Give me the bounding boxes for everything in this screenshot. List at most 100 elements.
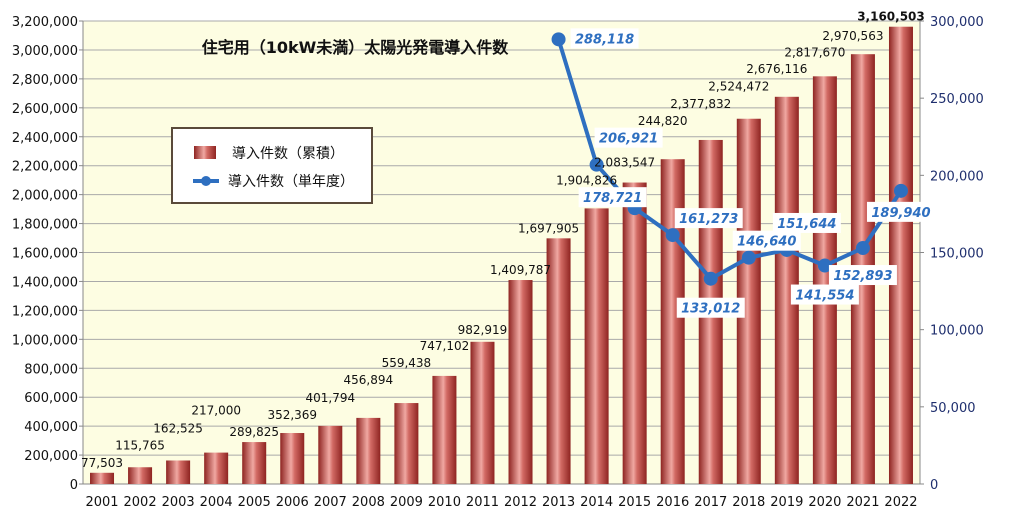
line-data-label: 178,721	[583, 191, 642, 206]
right-tick-label: 200,000	[930, 169, 984, 184]
line-data-label: 141,554	[795, 289, 854, 304]
bar-data-label: 2,817,670	[784, 45, 845, 59]
x-tick-label: 2016	[656, 495, 689, 510]
line-series	[556, 38, 903, 282]
line-label-box	[578, 187, 647, 208]
bar-data-label: 115,765	[115, 438, 165, 452]
x-tick-label: 2013	[542, 495, 575, 510]
x-tick-label: 2003	[162, 495, 195, 510]
line-point-2013	[551, 32, 566, 47]
legend-line-marker	[201, 176, 211, 186]
line-point-2014	[589, 157, 604, 172]
line-label-box	[594, 127, 663, 148]
bar-2016	[660, 159, 685, 484]
bar-data-label: 747,102	[420, 339, 470, 353]
bar-2004	[204, 452, 229, 484]
right-tick-label: 50,000	[930, 401, 976, 416]
line-data-label: 146,640	[737, 235, 796, 250]
x-tick-label: 2008	[352, 495, 385, 510]
left-tick-label: 2,600,000	[12, 102, 78, 117]
bar-data-label: 559,438	[382, 356, 432, 370]
bar-2010	[432, 375, 457, 484]
bar-2012	[508, 280, 533, 484]
bar-data-label: 1,409,787	[490, 263, 551, 277]
left-tick-label: 200,000	[24, 449, 78, 464]
right-tick-label: 100,000	[930, 324, 984, 339]
left-tick-label: 3,200,000	[12, 15, 78, 30]
left-tick-label: 3,000,000	[12, 44, 78, 59]
x-tick-label: 2021	[846, 495, 879, 510]
line-point-2020	[817, 258, 832, 273]
bar-2005	[242, 442, 267, 484]
line-point-2016	[665, 228, 680, 243]
left-tick-label: 1,600,000	[12, 247, 78, 262]
bar-data-label: 217,000	[191, 404, 241, 418]
bar-data-label: 77,503	[81, 456, 123, 470]
bar-2003	[166, 460, 191, 484]
line-data-label: 288,118	[575, 32, 634, 47]
bar-data-label: 2,083,547	[594, 156, 655, 170]
bar-2014	[584, 208, 609, 484]
line-label-box	[676, 297, 745, 318]
line-data-label: 189,940	[871, 206, 930, 221]
line-point-2021	[855, 241, 870, 256]
x-tick-label: 2006	[276, 495, 309, 510]
x-tick-label: 2009	[390, 495, 423, 510]
bar-data-label: 352,369	[267, 408, 317, 422]
bar-data-label: 401,794	[305, 391, 355, 405]
left-tick-label: 2,400,000	[12, 131, 78, 146]
bar-2001	[90, 472, 115, 484]
x-tick-label: 2018	[732, 495, 765, 510]
bar-data-label: 456,894	[344, 373, 394, 387]
x-tick-label: 2012	[504, 495, 537, 510]
bar-data-label: 289,825	[229, 425, 279, 439]
line-label-box	[772, 212, 841, 233]
x-tick-label: 2005	[238, 495, 271, 510]
bar-data-label: 2,524,472	[708, 80, 769, 94]
left-tick-label: 1,000,000	[12, 333, 78, 348]
bar-data-label: 1,904,826	[556, 173, 617, 187]
left-tick-label: 800,000	[24, 362, 78, 377]
line-label-box	[732, 230, 801, 251]
line-data-label: 133,012	[681, 302, 740, 317]
bar-data-label: 2,676,116	[746, 62, 807, 76]
line-label-box	[828, 265, 897, 286]
line-data-label: 161,273	[679, 212, 738, 227]
line-point-2017	[703, 271, 718, 286]
left-tick-label: 1,800,000	[12, 218, 78, 233]
legend-label-annual: 導入件数（単年度）	[228, 174, 354, 190]
x-tick-label: 2015	[618, 495, 651, 510]
x-tick-label: 2014	[580, 495, 613, 510]
left-tick-label: 0	[70, 478, 78, 493]
x-tick-label: 2010	[428, 495, 461, 510]
legend-bar-swatch	[194, 146, 216, 159]
line-label-box	[790, 284, 859, 305]
line-label-box	[674, 208, 743, 229]
x-tick-label: 2007	[314, 495, 347, 510]
bar-2011	[470, 341, 495, 484]
bar-2002	[128, 467, 153, 484]
bar-2013	[546, 238, 571, 484]
line-label-box	[866, 201, 935, 222]
legend-label-cumulative: 導入件数（累積）	[232, 146, 344, 162]
bar-2022	[888, 26, 913, 484]
left-tick-label: 1,400,000	[12, 275, 78, 290]
x-tick-label: 2019	[770, 495, 803, 510]
line-data-label: 152,893	[833, 269, 892, 284]
left-tick-label: 2,000,000	[12, 189, 78, 204]
line-labels: 288,118 206,921 178,721 161,273 133,012 146,6…	[570, 28, 935, 318]
x-tick-label: 2002	[124, 495, 157, 510]
left-tick-label: 2,800,000	[12, 73, 78, 88]
bar-2008	[356, 417, 381, 484]
chart-title: 住宅用（10kW未満）太陽光発電導入件数	[202, 38, 510, 57]
x-tick-label: 2001	[85, 495, 118, 510]
bar-2015	[622, 182, 647, 484]
x-tick-label: 2004	[200, 495, 233, 510]
x-tick-label: 2020	[808, 495, 841, 510]
right-tick-label: 150,000	[930, 247, 984, 262]
bar-2009	[394, 403, 419, 484]
x-tick-label: 2011	[466, 495, 499, 510]
bar-data-label: 2,970,563	[822, 29, 883, 43]
